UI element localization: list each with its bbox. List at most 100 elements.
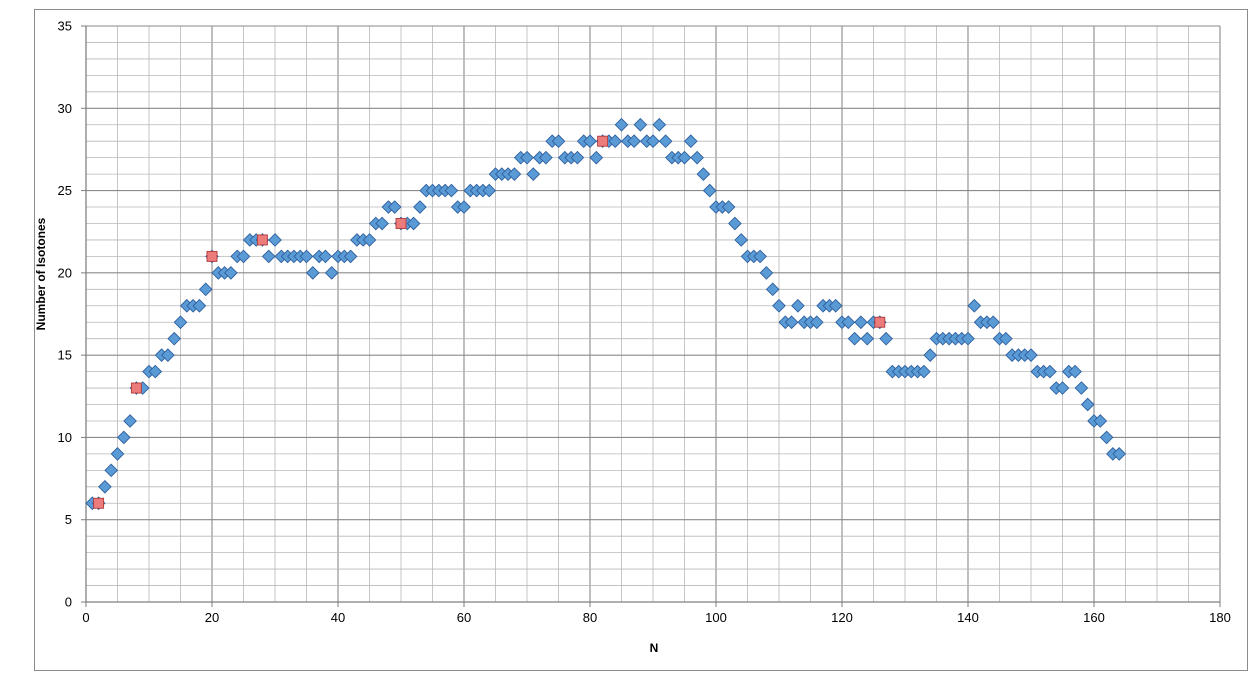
data-point	[539, 150, 553, 165]
y-axis-title: Number of Isotones	[34, 217, 48, 330]
data-point	[765, 282, 780, 297]
data-point	[457, 200, 471, 214]
x-tick-label: 40	[331, 610, 345, 625]
data-point	[148, 364, 163, 379]
data-point	[917, 364, 931, 379]
data-point	[206, 250, 218, 262]
data-point	[608, 134, 623, 149]
data-point	[772, 298, 786, 313]
data-point	[482, 183, 497, 198]
y-tick-label: 10	[58, 430, 72, 445]
x-tick-label: 140	[957, 610, 979, 625]
data-point	[98, 479, 112, 494]
data-point	[1099, 430, 1114, 445]
data-point	[268, 233, 282, 247]
data-point	[551, 134, 566, 149]
data-point	[110, 447, 125, 461]
data-point	[224, 266, 238, 280]
data-point	[854, 315, 868, 330]
axes	[81, 25, 1221, 607]
data-point	[161, 348, 175, 362]
data-point	[570, 150, 585, 165]
series-2	[93, 135, 886, 509]
x-tick-label: 120	[831, 610, 853, 625]
data-point	[362, 233, 377, 247]
tick-labels: 0 20 40 60 80 100 120 140 160 180 0 5 10 15 20 25 30 35	[58, 19, 1231, 626]
data-point	[261, 249, 276, 264]
data-point	[633, 117, 648, 132]
data-point	[406, 216, 421, 231]
data-point	[998, 331, 1013, 346]
data-point	[967, 298, 982, 313]
data-point	[1112, 447, 1127, 461]
data-point	[192, 298, 207, 313]
data-point	[614, 117, 629, 132]
gridlines	[85, 25, 1221, 603]
data-point	[526, 167, 541, 181]
data-point	[343, 249, 358, 264]
data-point	[324, 266, 339, 280]
data-point	[753, 249, 767, 264]
data-point	[520, 150, 534, 165]
series-1	[85, 117, 1127, 511]
data-point	[130, 382, 142, 394]
data-point	[652, 117, 667, 132]
data-point	[198, 282, 213, 297]
x-tick-label: 100	[705, 610, 727, 625]
data-point	[961, 331, 975, 346]
data-point	[299, 249, 314, 264]
data-point	[444, 183, 459, 198]
data-point	[93, 497, 105, 509]
data-point	[167, 331, 182, 346]
data-point	[507, 167, 522, 181]
data-point	[1024, 348, 1038, 362]
data-point	[1074, 381, 1089, 395]
data-point	[413, 200, 427, 214]
data-point	[728, 216, 742, 231]
data-point	[847, 331, 862, 346]
data-point	[923, 348, 938, 362]
y-tick-label: 30	[58, 101, 72, 116]
data-point	[123, 414, 137, 428]
y-tick-label: 35	[58, 19, 72, 34]
x-tick-label: 180	[1209, 610, 1231, 625]
y-tick-label: 20	[58, 265, 72, 280]
data-point	[683, 134, 698, 149]
data-point	[658, 134, 673, 149]
x-tick-label: 80	[583, 610, 597, 625]
data-point	[841, 315, 856, 330]
data-point	[1068, 364, 1082, 379]
data-point	[721, 200, 736, 214]
y-tick-label: 25	[58, 183, 72, 198]
data-point	[734, 233, 749, 247]
data-point	[828, 298, 843, 313]
data-point	[256, 234, 268, 246]
data-point	[879, 331, 893, 346]
data-point	[597, 135, 609, 147]
data-points	[85, 117, 1127, 511]
data-point	[236, 249, 251, 264]
y-tick-label: 15	[58, 348, 72, 363]
data-point	[318, 249, 333, 264]
data-point	[387, 200, 402, 214]
data-point	[173, 315, 188, 330]
data-point	[646, 134, 660, 149]
data-point	[375, 216, 389, 231]
data-point	[627, 134, 641, 149]
data-point	[1093, 414, 1108, 428]
data-point	[395, 218, 407, 229]
data-point	[874, 316, 886, 328]
data-point	[791, 298, 805, 313]
data-point	[104, 463, 119, 478]
x-tick-label: 60	[457, 610, 471, 625]
data-point	[116, 430, 131, 445]
data-point	[809, 315, 824, 330]
data-point	[589, 150, 604, 165]
data-point	[690, 150, 704, 165]
x-tick-label: 160	[1083, 610, 1105, 625]
y-tick-label: 5	[65, 512, 72, 527]
x-axis-title: N	[650, 641, 659, 655]
data-point	[1043, 364, 1057, 379]
data-point	[583, 134, 597, 149]
